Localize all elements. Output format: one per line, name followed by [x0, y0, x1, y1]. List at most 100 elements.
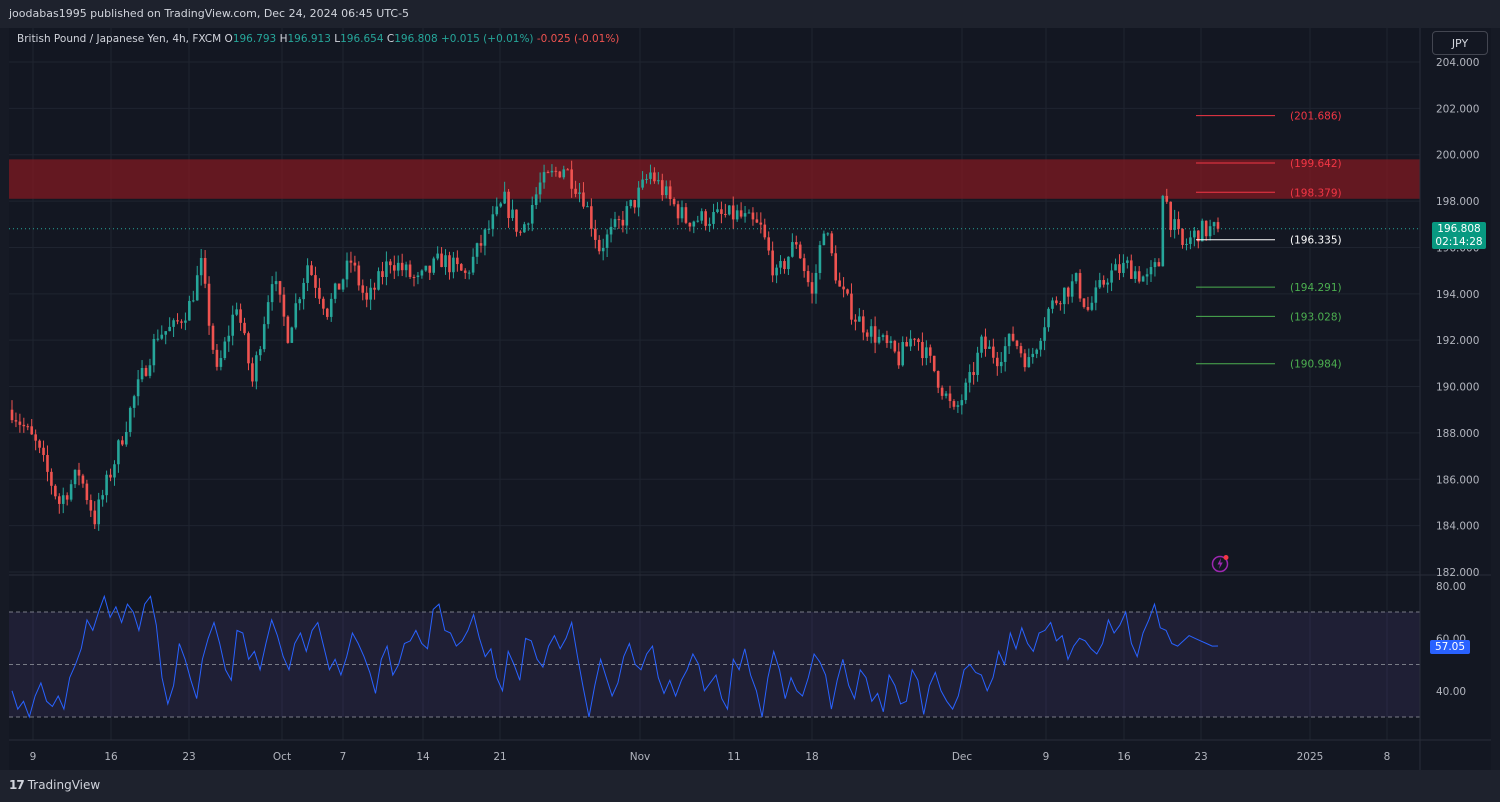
time-axis-label: 16	[1117, 751, 1131, 763]
candle	[810, 272, 814, 304]
candle	[897, 342, 901, 369]
change-value: +0.015 (+0.01%)	[440, 33, 534, 45]
price-axis-label: 190.000	[1436, 382, 1479, 394]
candle	[597, 235, 601, 255]
candle	[420, 269, 424, 279]
candle	[432, 256, 436, 275]
candle	[1212, 221, 1216, 235]
chart-canvas[interactable]: (201.686) (199.642) (198.379) (196.335) (194…	[9, 28, 1491, 770]
candle	[61, 487, 65, 514]
candle	[1090, 296, 1094, 312]
candle	[621, 211, 625, 233]
candle	[928, 344, 932, 363]
candle	[988, 340, 991, 349]
candle	[727, 205, 731, 216]
candle	[664, 180, 668, 199]
candle	[337, 283, 341, 290]
candle	[89, 494, 93, 517]
candle	[251, 357, 254, 387]
candle	[495, 197, 499, 217]
candle	[357, 261, 361, 291]
candle	[877, 329, 881, 345]
candle	[1129, 254, 1133, 279]
price-axis-label: 186.000	[1436, 474, 1479, 486]
price-axis-label: 188.000	[1436, 428, 1479, 440]
chart-area[interactable]: (201.686) (199.642) (198.379) (196.335) (194…	[9, 28, 1491, 770]
candle	[858, 308, 861, 322]
candle	[274, 271, 278, 292]
candle	[574, 180, 577, 198]
candle	[223, 337, 227, 361]
tradingview-logo[interactable]: 17 TradingView	[9, 778, 100, 792]
candle	[1094, 280, 1098, 311]
candle	[479, 234, 483, 253]
candle	[42, 440, 45, 462]
candle	[211, 323, 215, 355]
candle	[712, 203, 715, 230]
time-axis-label: 21	[493, 751, 506, 763]
price-axis: 204.000202.000200.000198.000196.000194.0…	[1419, 28, 1479, 770]
candle	[85, 479, 89, 505]
candle	[822, 230, 826, 246]
candle	[649, 164, 652, 185]
time-axis-label: 9	[1043, 751, 1050, 763]
candle	[294, 293, 298, 330]
time-axis-label: Dec	[952, 751, 973, 763]
candle	[231, 305, 235, 346]
candle	[1015, 339, 1019, 350]
candle	[739, 202, 743, 219]
candle	[601, 238, 605, 261]
time-axis-label: 18	[805, 751, 818, 763]
rsi-value-badge: 57.05	[1430, 640, 1470, 654]
candle	[605, 229, 609, 258]
candle	[396, 255, 400, 277]
level-label: (193.028)	[1290, 311, 1342, 323]
candle	[747, 209, 751, 214]
footer-bar	[0, 770, 1500, 802]
candle	[255, 351, 258, 390]
candle	[46, 445, 49, 482]
candle	[54, 484, 57, 500]
candle	[345, 252, 349, 288]
candle	[806, 265, 810, 287]
level-label: (196.335)	[1290, 235, 1342, 247]
candle	[77, 462, 81, 486]
candle	[389, 258, 392, 274]
symbol-title: British Pound / Japanese Yen, 4h, FXCM	[17, 33, 222, 45]
candle	[861, 309, 865, 341]
candle	[329, 293, 333, 322]
candle	[168, 317, 171, 332]
candle	[365, 286, 369, 308]
price-axis-label: 194.000	[1436, 289, 1479, 301]
candle	[1110, 263, 1113, 292]
candle	[546, 170, 550, 174]
currency-button[interactable]: JPY	[1432, 31, 1488, 55]
candle	[1114, 258, 1117, 271]
lightning-icon[interactable]	[1211, 553, 1231, 573]
candle	[507, 188, 510, 228]
candle	[865, 329, 869, 341]
candle	[333, 282, 337, 304]
candle	[463, 268, 467, 279]
candle	[641, 171, 644, 190]
price-axis-label: 192.000	[1436, 335, 1479, 347]
candle	[917, 337, 920, 351]
candle	[1106, 278, 1109, 293]
candle	[830, 231, 834, 257]
candle	[936, 370, 940, 394]
candle	[932, 355, 936, 373]
bar-countdown: 02:14:28	[1435, 236, 1483, 248]
candle	[704, 209, 707, 231]
tradingview-logo-mark: 17	[9, 778, 25, 792]
candle	[172, 318, 175, 337]
candle	[972, 362, 975, 385]
candle	[65, 492, 69, 506]
candle	[412, 274, 416, 287]
open-value: 196.793	[232, 33, 277, 45]
candle	[219, 350, 223, 371]
candle	[1169, 201, 1173, 238]
resistance-zone	[9, 159, 1420, 230]
low-label: L	[334, 33, 341, 45]
candle	[1141, 275, 1145, 282]
candle	[893, 339, 897, 354]
